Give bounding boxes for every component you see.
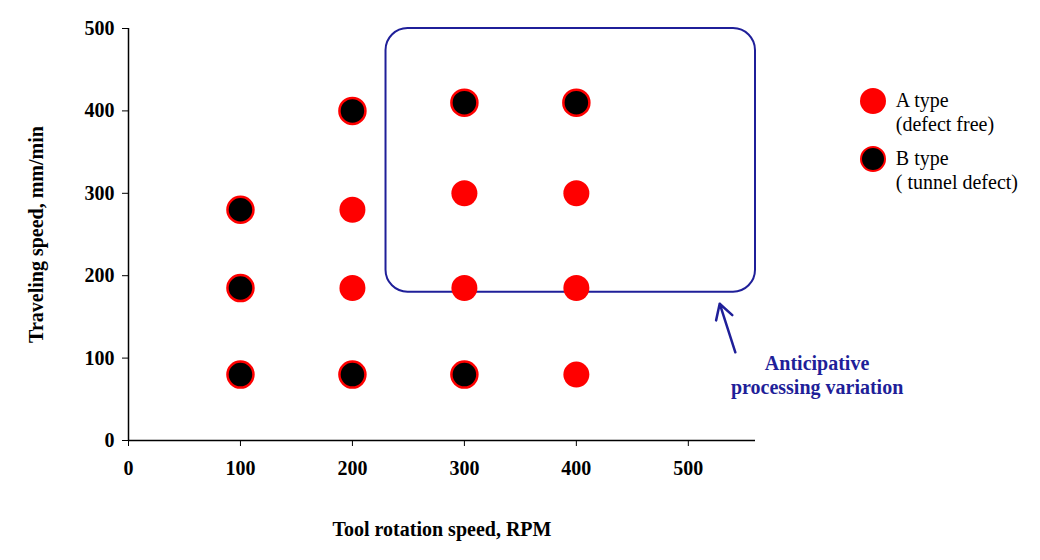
svg-text:200: 200: [337, 457, 367, 479]
svg-text:0: 0: [105, 429, 115, 451]
svg-text:400: 400: [561, 457, 591, 479]
svg-text:100: 100: [85, 347, 115, 369]
html-text:B type ( tunnel defect): B type ( tunnel defect): [895, 147, 1018, 193]
html-text:A type (defect free): A type (defect free): [895, 89, 995, 135]
svg-text:100: 100: [225, 457, 255, 479]
svg-text:500: 500: [673, 457, 703, 479]
svg-text:Tool rotation speed, RPM: Tool rotation speed, RPM: [333, 518, 552, 541]
svg-text:200: 200: [85, 264, 115, 286]
svg-text:Traveling speed, mm/min: Traveling speed, mm/min: [25, 126, 48, 343]
svg-text:Anticipativeprocessing variati: Anticipativeprocessing variation: [731, 352, 903, 399]
svg-text:500: 500: [85, 17, 115, 39]
svg-text:300: 300: [449, 457, 479, 479]
svg-text:400: 400: [85, 99, 115, 121]
svg-text:0: 0: [124, 457, 134, 479]
svg-text:300: 300: [85, 182, 115, 204]
